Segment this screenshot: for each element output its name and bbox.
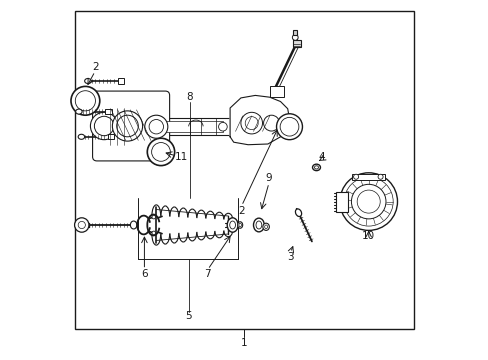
Text: 9: 9 (265, 173, 272, 183)
Circle shape (71, 86, 100, 115)
Text: 4: 4 (318, 152, 325, 162)
Bar (336, 192, 347, 212)
Circle shape (276, 114, 302, 140)
Circle shape (280, 117, 298, 136)
Circle shape (152, 215, 155, 219)
Circle shape (292, 35, 298, 40)
Bar (158, 118, 230, 135)
Circle shape (339, 173, 397, 230)
Text: 2: 2 (238, 206, 244, 216)
Ellipse shape (78, 134, 84, 139)
Circle shape (144, 115, 167, 138)
FancyBboxPatch shape (92, 91, 169, 161)
Text: 5: 5 (185, 311, 192, 321)
Bar (107, 134, 114, 139)
Text: 3: 3 (286, 252, 293, 262)
Circle shape (94, 116, 114, 136)
Ellipse shape (314, 166, 318, 169)
Bar (352, 174, 384, 180)
Bar (105, 109, 111, 114)
Bar (293, 30, 296, 35)
Circle shape (263, 115, 279, 131)
Bar (269, 86, 284, 97)
Circle shape (351, 184, 385, 219)
Circle shape (356, 190, 380, 213)
Ellipse shape (237, 222, 242, 228)
Text: 11: 11 (175, 152, 188, 162)
Text: 6: 6 (141, 269, 147, 279)
Ellipse shape (76, 109, 82, 114)
Ellipse shape (312, 164, 320, 171)
Circle shape (78, 221, 85, 229)
Ellipse shape (229, 221, 235, 229)
Text: 7: 7 (204, 269, 211, 279)
Ellipse shape (253, 218, 264, 232)
Circle shape (241, 112, 262, 134)
Circle shape (112, 111, 142, 141)
Circle shape (244, 117, 258, 130)
Circle shape (151, 143, 170, 161)
Ellipse shape (84, 78, 91, 84)
Ellipse shape (263, 223, 269, 230)
Bar (75, 11, 413, 329)
Ellipse shape (264, 225, 267, 229)
Circle shape (149, 120, 163, 134)
Circle shape (377, 174, 382, 179)
Circle shape (147, 138, 174, 166)
Bar (162, 121, 223, 132)
Ellipse shape (295, 209, 301, 216)
Ellipse shape (130, 221, 137, 229)
Circle shape (90, 112, 118, 140)
Ellipse shape (227, 218, 238, 232)
Text: 10: 10 (362, 231, 374, 241)
Bar (118, 78, 124, 84)
Circle shape (344, 177, 392, 226)
Text: 8: 8 (186, 92, 193, 102)
Circle shape (75, 91, 95, 111)
Text: 1: 1 (241, 338, 247, 348)
Circle shape (117, 115, 138, 137)
Ellipse shape (239, 223, 241, 227)
Bar (292, 40, 301, 47)
Circle shape (152, 231, 155, 235)
Polygon shape (230, 95, 289, 145)
Circle shape (218, 122, 227, 131)
Circle shape (75, 218, 89, 232)
Ellipse shape (256, 221, 261, 229)
Circle shape (353, 174, 358, 179)
Text: 2: 2 (92, 62, 98, 72)
